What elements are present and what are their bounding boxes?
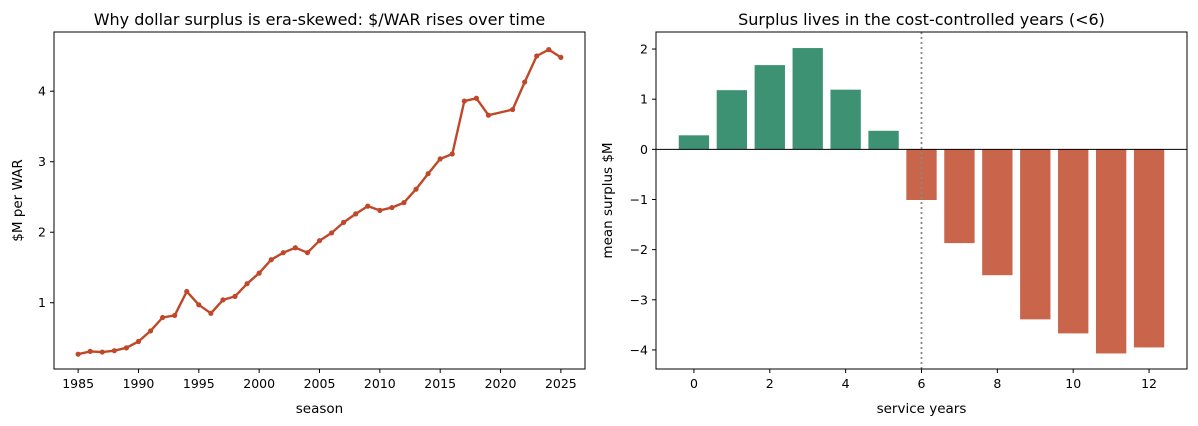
service-years-surplus-chart: Surplus lives in the cost-controlled yea…: [600, 10, 1188, 417]
y-tick-label: 2: [38, 225, 46, 240]
y-tick-label: −2: [630, 242, 648, 257]
y-axis-label: mean surplus $M: [600, 142, 616, 258]
data-point: [558, 54, 564, 60]
data-point: [208, 310, 214, 316]
x-axis-ticks: 0 2 4 6 8 10 12: [690, 369, 1157, 391]
season-dollar-per-war-chart: Why dollar surplus is era-skewed: $/WAR …: [10, 10, 586, 417]
x-tick-label: 2000: [243, 376, 275, 391]
data-point: [232, 293, 238, 299]
x-tick-label: 10: [1065, 376, 1081, 391]
bar: [678, 135, 710, 150]
data-point: [196, 302, 202, 308]
bar-marks: [656, 32, 1187, 369]
y-tick-label: −4: [630, 342, 648, 357]
y-tick-label: 4: [38, 84, 46, 99]
x-tick-label: 1990: [123, 376, 155, 391]
data-point: [341, 219, 347, 225]
data-point: [522, 79, 528, 85]
data-point: [111, 348, 117, 354]
bar: [754, 65, 785, 150]
y-tick-label: 1: [38, 295, 46, 310]
x-tick-label: 1985: [62, 376, 94, 391]
x-tick-label: 6: [918, 376, 926, 391]
data-point: [546, 47, 552, 53]
data-point: [123, 345, 130, 351]
data-point: [172, 312, 178, 319]
data-point: [99, 349, 105, 355]
data-point: [509, 106, 516, 113]
y-axis-ticks: −4 −3 −2 −1 0 1 2: [630, 42, 656, 357]
data-point: [160, 314, 166, 321]
bar: [982, 149, 1013, 276]
data-point: [280, 250, 286, 256]
data-point: [389, 204, 395, 211]
data-point: [437, 156, 443, 162]
x-tick-label: 2015: [424, 376, 456, 391]
data-point: [473, 95, 479, 101]
x-tick-label: 12: [1141, 376, 1157, 391]
data-point: [413, 186, 419, 192]
data-point: [353, 211, 359, 217]
data-point: [87, 348, 93, 354]
bar: [716, 90, 748, 150]
x-axis-label: service years: [877, 401, 967, 417]
y-tick-label: −1: [630, 192, 648, 207]
x-tick-label: 2005: [304, 376, 336, 391]
data-point: [461, 98, 467, 104]
data-point: [425, 171, 431, 177]
data-point: [365, 203, 371, 209]
data-point: [401, 200, 407, 206]
data-point: [316, 238, 323, 244]
x-axis-label: season: [296, 401, 343, 417]
data-point: [304, 250, 311, 256]
data-point: [449, 151, 455, 157]
x-axis-ticks: 1985 1990 1995 2000 2005 2010 2015 2020 2025: [62, 369, 577, 391]
bar: [792, 48, 823, 150]
data-point: [75, 351, 81, 357]
data-point: [292, 245, 298, 251]
bar: [1058, 149, 1089, 334]
data-point: [377, 207, 383, 213]
series-line: [77, 48, 562, 356]
x-tick-label: 2020: [485, 376, 517, 391]
data-point: [135, 338, 142, 345]
bar: [1133, 149, 1165, 348]
x-tick-label: 4: [842, 376, 850, 391]
y-tick-label: 3: [38, 154, 46, 169]
bar: [1095, 149, 1127, 354]
data-point: [328, 230, 335, 236]
bar: [944, 149, 975, 244]
y-axis-ticks: 1 2 3 4: [38, 84, 54, 310]
x-tick-label: 0: [690, 376, 698, 391]
x-tick-label: 8: [993, 376, 1001, 391]
chart-title: Surplus lives in the cost-controlled yea…: [738, 10, 1105, 29]
data-point: [256, 270, 262, 276]
data-point: [220, 297, 226, 303]
y-tick-label: −3: [630, 292, 648, 307]
data-point: [147, 328, 154, 334]
data-point: [184, 288, 190, 295]
data-point: [534, 53, 540, 59]
y-tick-label: 0: [640, 142, 648, 157]
y-axis-label: $M per WAR: [10, 159, 26, 241]
data-point: [244, 281, 250, 287]
bar: [868, 130, 899, 150]
x-tick-label: 2: [766, 376, 774, 391]
x-tick-label: 2025: [545, 376, 577, 391]
bar: [1020, 149, 1051, 320]
series-marks: [75, 47, 564, 357]
bar: [830, 89, 861, 150]
plot-frame: [53, 31, 586, 370]
x-tick-label: 1995: [183, 376, 215, 391]
y-tick-label: 1: [640, 92, 648, 107]
data-point: [485, 112, 492, 118]
data-point: [268, 257, 274, 263]
x-tick-label: 2010: [364, 376, 396, 391]
chart-title: Why dollar surplus is era-skewed: $/WAR …: [94, 10, 546, 29]
y-tick-label: 2: [640, 42, 648, 57]
